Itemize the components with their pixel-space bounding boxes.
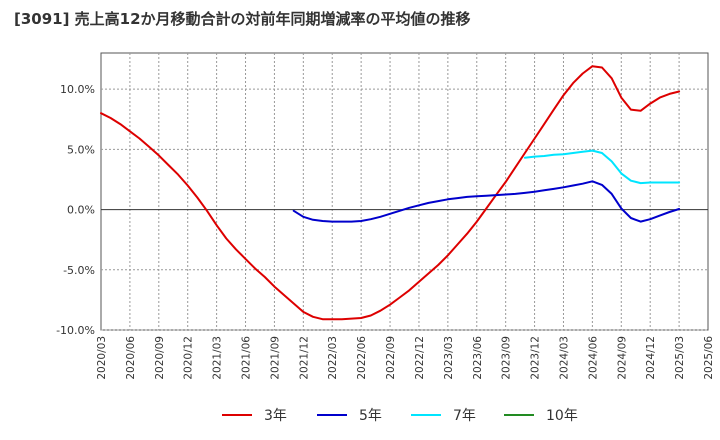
y-tick-label: 5.0%	[67, 143, 95, 156]
legend-label: 7年	[453, 408, 476, 424]
x-tick-label: 2024/12	[645, 336, 657, 380]
y-tick-label: -10.0%	[56, 324, 95, 337]
x-tick-label: 2021/12	[298, 336, 310, 380]
x-tick-label: 2023/03	[443, 336, 455, 380]
plot-area	[100, 52, 709, 331]
x-tick-label: 2021/06	[241, 336, 253, 380]
x-tick-label: 2022/06	[356, 336, 368, 380]
legend-label: 3年	[264, 408, 287, 424]
legend-label: 10年	[546, 408, 578, 424]
x-tick-label: 2025/03	[674, 336, 686, 380]
series-line-1	[100, 65, 681, 321]
x-tick-label: 2022/12	[414, 336, 426, 380]
legend-label: 5年	[359, 408, 382, 424]
x-tick-label: 2020/12	[183, 336, 195, 380]
series-lines	[100, 65, 681, 321]
series-line-3	[523, 149, 681, 185]
x-tick-label: 2020/03	[96, 336, 108, 380]
x-tick-label: 2025/06	[703, 336, 715, 380]
y-tick-label: -5.0%	[63, 264, 95, 277]
x-tick-label: 2022/09	[385, 336, 397, 380]
y-axis-ticks: 10.0% 5.0% 0.0% -5.0% -10.0%	[56, 83, 95, 337]
legend: 3年 5年 7年 10年	[222, 408, 578, 424]
series-line-2	[292, 180, 681, 223]
x-tick-label: 2023/06	[472, 336, 484, 380]
x-tick-label: 2020/09	[154, 336, 166, 380]
x-axis-ticks: 2020/03 2020/06 2020/09 2020/12 2021/03 2021/…	[96, 336, 715, 380]
x-tick-label: 2022/03	[327, 336, 339, 380]
x-tick-label: 2024/03	[558, 336, 570, 380]
x-tick-label: 2021/09	[269, 336, 281, 380]
grid-lines	[101, 53, 708, 331]
x-tick-label: 2023/09	[501, 336, 513, 380]
x-tick-label: 2021/03	[212, 336, 224, 380]
y-tick-label: 0.0%	[67, 204, 95, 217]
x-tick-label: 2024/09	[616, 336, 628, 380]
y-tick-label: 10.0%	[60, 83, 95, 96]
x-tick-label: 2020/06	[125, 336, 137, 380]
x-tick-label: 2023/12	[530, 336, 542, 380]
chart-title: [3091] 売上高12か月移動合計の対前年同期増減率の平均値の推移	[14, 10, 471, 28]
x-tick-label: 2024/06	[587, 336, 599, 380]
